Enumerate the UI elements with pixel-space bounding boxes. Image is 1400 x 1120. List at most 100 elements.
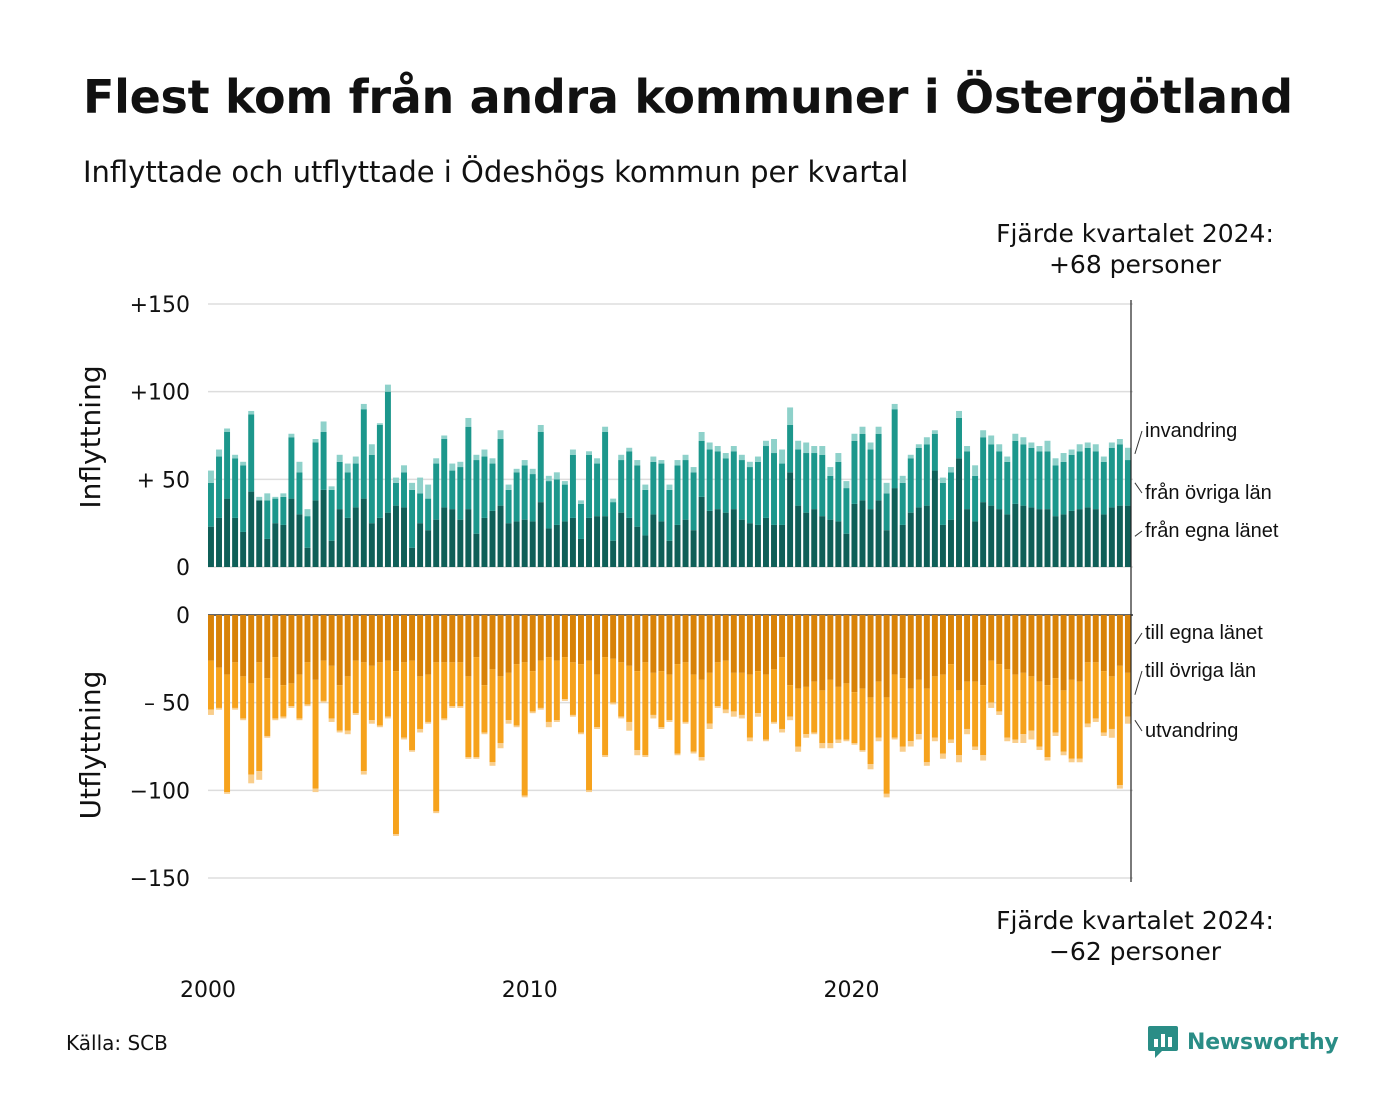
bar-segment (384, 391, 391, 513)
axes: 0 + 50 +100 +150 Inflyttning 0 – 50 −100 −150 Utf… (74, 293, 1132, 1003)
bar-segment (698, 757, 705, 761)
bar-segment (698, 679, 705, 758)
bar-segment (980, 615, 987, 686)
bar-segment (1076, 615, 1083, 682)
bar-segment (779, 524, 786, 567)
bar-segment (449, 470, 456, 510)
bar-segment (344, 676, 351, 731)
bar-segment (586, 454, 592, 518)
bar-segment (883, 530, 890, 567)
bar-segment (939, 524, 946, 567)
bar-segment (441, 718, 448, 721)
bar-segment (409, 660, 416, 751)
bar-segment (224, 615, 231, 675)
bar-segment (594, 727, 601, 729)
bar-segment (859, 426, 866, 434)
bar-segment (1044, 451, 1051, 510)
bar-segment (650, 615, 657, 673)
bar-segment (529, 671, 536, 712)
bar-segment (754, 671, 761, 714)
bar-segment (915, 507, 922, 567)
bar-segment (811, 453, 818, 510)
bar-segment (240, 676, 247, 719)
newsworthy-logo: Newsworthy (1147, 1024, 1339, 1060)
bar-segment (650, 714, 657, 719)
bar-segment (248, 414, 255, 492)
bar-segment (240, 718, 247, 721)
bar-segment (956, 755, 962, 763)
bar-segment (674, 664, 681, 754)
bar-segment (320, 431, 327, 490)
bar-segment (1108, 447, 1115, 508)
bar-segment (513, 521, 520, 567)
bar-segment (602, 615, 609, 658)
bar-segment (939, 482, 946, 525)
bar-segment (481, 517, 488, 567)
bar-segment (545, 528, 552, 567)
bar-segment (795, 505, 802, 567)
bar-segment (272, 657, 279, 719)
bar-segment (690, 530, 697, 567)
bar-segment (561, 657, 568, 700)
bar-segment (425, 615, 432, 675)
bar-segment (746, 674, 753, 738)
bar-segment (730, 672, 737, 712)
bar-segment (1052, 465, 1059, 517)
bar-segment (537, 502, 544, 567)
bar-segment (264, 500, 271, 539)
bar-segment (722, 660, 729, 710)
bar-segment (1044, 440, 1051, 452)
bar-segment (787, 615, 794, 686)
bar-segment (972, 465, 979, 476)
bar-segment (819, 690, 826, 743)
bar-segment (1060, 461, 1067, 515)
bar-segment (296, 514, 303, 567)
bar-segment (232, 707, 239, 710)
bar-segment (465, 509, 472, 567)
bar-segment (972, 746, 979, 751)
bar-segment (827, 475, 834, 520)
bar-segment (296, 472, 303, 515)
bar-segment (208, 470, 214, 483)
series-label: utvandring (1145, 720, 1238, 742)
bar-segment (368, 454, 375, 524)
bar-segment (360, 615, 367, 663)
bar-segment (1020, 672, 1027, 735)
bar-segment (553, 524, 560, 567)
bar-segment (513, 664, 520, 726)
bar-segment (216, 667, 222, 708)
bar-segment (1068, 449, 1075, 455)
bar-segment (964, 451, 971, 510)
bar-segment (819, 742, 826, 749)
bar-segment (376, 423, 383, 425)
bar-segment (1100, 732, 1107, 736)
bar-segment (883, 482, 890, 494)
bar-segment (666, 720, 673, 722)
series-labels: från egna länet från övriga län invandring… (1134, 420, 1279, 742)
bar-segment (1068, 615, 1075, 680)
bar-segment (208, 615, 214, 661)
bar-segment (795, 746, 802, 752)
bar-segment (344, 463, 351, 473)
bar-segment (328, 615, 335, 666)
bar-segment (272, 615, 279, 658)
bar-segment (401, 737, 407, 740)
bar-segment (1012, 739, 1019, 743)
bar-segment (1076, 444, 1083, 452)
bar-segment (1036, 681, 1043, 747)
bar-segment (248, 683, 255, 775)
bar-segment (433, 811, 440, 814)
bar-segment (803, 512, 810, 567)
bar-segment (336, 615, 343, 686)
bar-segment (328, 718, 335, 722)
bar-segment (473, 757, 480, 759)
bar-segment (915, 615, 922, 680)
bar-segment (441, 439, 448, 508)
bar-segment (417, 477, 424, 494)
bar-segment (634, 465, 641, 527)
bar-segment (594, 458, 601, 464)
bar-segment (931, 615, 938, 677)
bar-segment (288, 498, 295, 567)
bar-segment (754, 713, 761, 717)
bar-segment (787, 685, 794, 717)
